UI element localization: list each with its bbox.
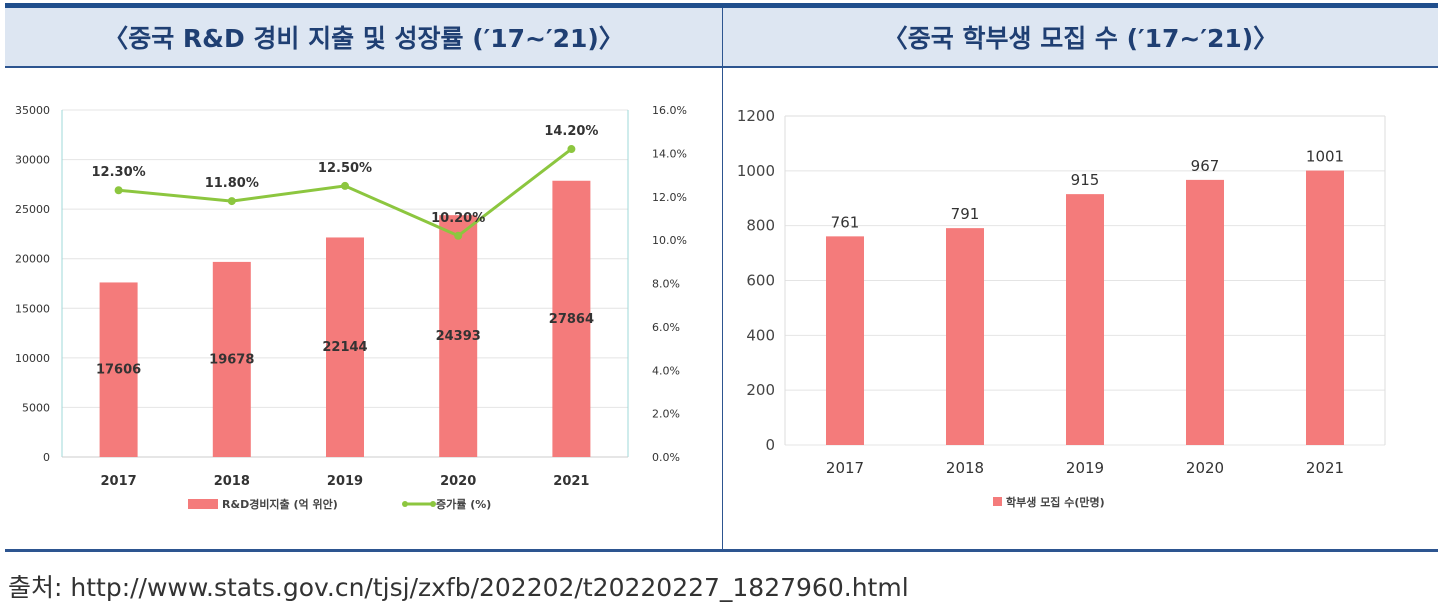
top-border [5, 3, 1438, 8]
bar-value-label: 19678 [209, 352, 254, 367]
bar [826, 236, 864, 445]
bar [439, 215, 478, 457]
bar [1306, 170, 1344, 445]
y-tick-label: 20000 [15, 253, 50, 266]
x-tick-label: 2018 [214, 474, 250, 489]
y2-tick-label: 6.0% [652, 321, 680, 334]
x-tick-label: 2017 [826, 459, 864, 477]
bar [99, 282, 138, 457]
bar-value-label: 791 [951, 205, 980, 223]
x-tick-label: 2020 [1186, 459, 1224, 477]
y-tick-label: 15000 [15, 302, 50, 315]
growth-label: 12.30% [92, 165, 146, 180]
x-tick-label: 2019 [1066, 459, 1104, 477]
x-tick-label: 2017 [101, 474, 137, 489]
source-text: 출처: http://www.stats.gov.cn/tjsj/zxfb/20… [8, 573, 909, 602]
chart-title-right: 〈중국 학부생 모집 수 (′17~′21)〉 [723, 8, 1438, 68]
y2-tick-label: 16.0% [652, 104, 687, 117]
bottom-border [5, 549, 1438, 552]
divider [722, 8, 723, 551]
bar-value-label: 27864 [549, 312, 594, 327]
bar [326, 237, 364, 457]
rd-chart: 0 5000 10000 15000 20000 25000 30000 35000 0.0% 2… [15, 104, 687, 511]
bar [1186, 179, 1224, 445]
growth-point [341, 181, 349, 190]
growth-point [567, 145, 576, 154]
growth-label: 12.50% [318, 161, 372, 176]
y-tick-label: 400 [746, 326, 775, 344]
y-tick-label: 10000 [15, 352, 50, 365]
growth-point [114, 186, 123, 195]
y-tick-label: 1000 [737, 162, 775, 180]
growth-label: 11.80% [205, 176, 259, 191]
y-tick-label: 35000 [15, 104, 50, 117]
y2-tick-label: 14.0% [652, 147, 687, 160]
growth-label: 10.20% [431, 211, 485, 226]
legend-swatch [993, 497, 1002, 506]
students-chart: 0 200 400 600 800 1000 1200 761 2017 791 2018 915 20… [737, 107, 1386, 509]
legend-label: 학부생 모집 수(만명) [1006, 495, 1105, 509]
legend-bar-label: R&D경비지출 (억 위안) [222, 497, 338, 511]
y2-tick-label: 8.0% [652, 278, 680, 291]
chart-title-left: 〈중국 R&D 경비 지출 및 성장률 (′17~′21)〉 [5, 8, 722, 68]
x-tick-label: 2021 [1306, 459, 1344, 477]
bar-value-label: 24393 [436, 329, 481, 344]
legend-line-marker [402, 501, 408, 507]
x-tick-label: 2020 [440, 474, 476, 489]
legend-line-marker [430, 501, 436, 507]
y2-tick-label: 0.0% [652, 451, 680, 464]
growth-point [227, 197, 236, 206]
x-tick-label: 2018 [946, 459, 984, 477]
x-tick-label: 2021 [553, 474, 589, 489]
bar [212, 261, 251, 457]
y-tick-label: 30000 [15, 154, 50, 167]
legend-bar-swatch [188, 499, 218, 509]
bar-value-label: 22144 [322, 340, 367, 355]
bar-value-label: 17606 [96, 363, 141, 378]
y-tick-label: 1200 [737, 107, 775, 125]
y-tick-label: 5000 [22, 401, 50, 414]
growth-point [454, 231, 463, 240]
y-tick-label: 25000 [15, 203, 50, 216]
bar [1066, 194, 1104, 445]
legend-line-label: 증가률 (%) [436, 497, 491, 511]
bar [552, 180, 591, 457]
bar-value-label: 761 [831, 213, 860, 231]
bar-value-label: 915 [1071, 171, 1100, 189]
y2-tick-label: 2.0% [652, 408, 680, 421]
y2-tick-label: 10.0% [652, 234, 687, 247]
y2-tick-label: 12.0% [652, 191, 687, 204]
y-tick-label: 0 [765, 436, 775, 454]
bar-value-label: 1001 [1306, 148, 1344, 166]
x-tick-label: 2019 [327, 474, 363, 489]
y-tick-label: 200 [746, 381, 775, 399]
growth-label: 14.20% [544, 124, 598, 139]
bar-value-label: 967 [1191, 157, 1220, 175]
y-tick-label: 800 [746, 217, 775, 235]
y2-tick-label: 4.0% [652, 364, 680, 377]
bar [946, 228, 984, 445]
y-tick-label: 0 [43, 451, 50, 464]
y-tick-label: 600 [746, 272, 775, 290]
